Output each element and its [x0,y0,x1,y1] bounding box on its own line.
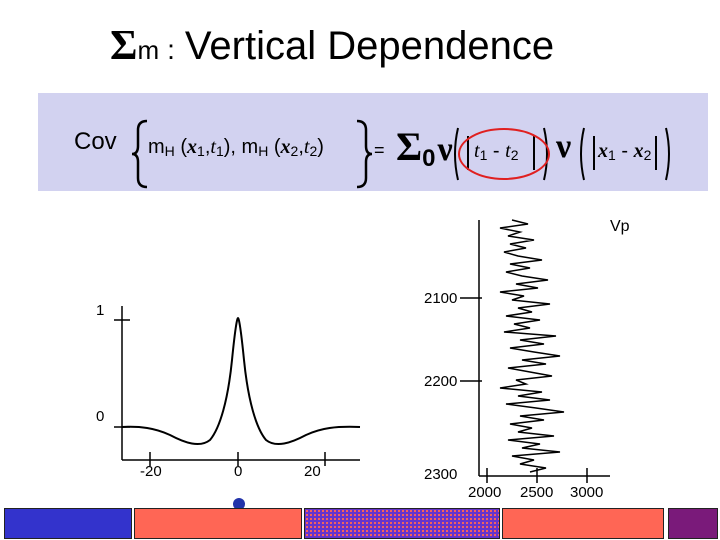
minus-sign-2: - [621,140,629,162]
t-var-2: t [303,136,310,158]
vp-label: Vp [610,218,630,235]
h-sub-1: H [164,143,175,159]
t-var-b: t [505,140,511,162]
t-sub-1: 1 [215,143,224,159]
title-colon: : [167,34,175,65]
t-sub-b: 2 [510,147,519,163]
sigma-sub-zero: 0 [422,145,436,172]
t-sub-2: 2 [309,143,318,159]
bar-segment-coral-1 [134,508,302,539]
m-symbol-1: m [148,136,165,158]
left-brace-icon [131,119,148,189]
title-subscript: m [137,35,160,65]
vp-label-3000: 3000 [570,484,604,501]
minus-sign-1: - [492,140,500,162]
abs-x-brackets [580,127,670,181]
vp-log-plot [460,219,610,483]
x-var-2: x [280,136,291,158]
y-tick-label-1: 1 [96,302,105,319]
formula-banner [38,93,708,191]
formula-rhs: Σ0ν [396,123,453,173]
x-var-b: x [633,140,644,162]
x-var-a: x [598,140,608,162]
bar-segment-purple [668,508,718,539]
y-tick-label-0: 0 [96,408,105,425]
covariance-curve [121,316,361,446]
depth-label-2200: 2200 [424,373,458,390]
t-var-a: t [474,140,480,162]
vp-label-2500: 2500 [520,484,554,501]
x-sub-a: 1 [608,147,616,163]
t-sub-a: 1 [479,147,488,163]
x-sub-b: 2 [643,147,652,163]
title-text: Vertical Dependence [184,24,555,68]
m-symbol-2: m [241,136,259,158]
depth-label-2300: 2300 [424,466,458,483]
formula-lhs: mH (x1,t1), mH (x2,t2) [148,136,324,159]
abs-t-brackets [454,127,548,181]
x-difference: x1 - x2 [598,140,651,163]
page-title: Σm: Vertical Dependence [110,22,554,70]
equals-sign: = [374,140,385,160]
right-brace-icon [356,119,373,189]
x-tick-label-20: 20 [304,463,321,480]
h-sub-2: H [258,143,269,159]
title-sigma: Σ [110,23,138,69]
x-tick-label-0: 0 [234,463,243,480]
depth-label-2100: 2100 [424,290,458,307]
x-sub-1: 1 [197,143,205,159]
t-var-1: t [210,136,216,158]
highlight-circle-icon [458,128,550,180]
bottom-color-bar [0,508,720,540]
sigma-symbol: Σ [396,124,423,169]
bar-segment-dotted [304,508,500,539]
marker-dot-icon [233,498,245,510]
cov-label: Cov [74,128,117,155]
nu-symbol-2: ν [556,128,572,165]
covariance-plot [114,306,361,466]
vp-log-trace [499,219,565,473]
bar-segment-blue [4,508,132,539]
bar-segment-coral-2 [502,508,664,539]
x-sub-2: 2 [290,143,299,159]
vp-label-2000: 2000 [468,484,502,501]
x-tick-label-neg20: -20 [140,463,162,480]
nu-symbol-2-wrap: ν [556,128,571,166]
t-difference: t1 - t2 [474,140,519,163]
nu-symbol-1: ν [437,131,453,168]
x-var-1: x [187,136,198,158]
